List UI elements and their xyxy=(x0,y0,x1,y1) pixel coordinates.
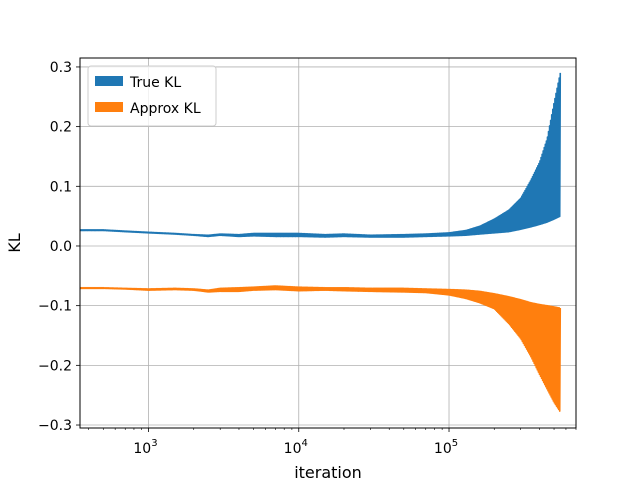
grid xyxy=(80,58,576,428)
legend-swatch xyxy=(95,102,123,112)
legend-swatch xyxy=(95,76,123,86)
series-layer xyxy=(79,72,562,412)
y-tick-label: 0.1 xyxy=(50,179,72,195)
legend: True KL Approx KL xyxy=(87,65,217,127)
series-line-true-kl xyxy=(79,72,562,238)
legend-label: Approx KL xyxy=(130,101,201,117)
y-tick-label: −0.2 xyxy=(38,358,72,374)
x-tick-label: 105 xyxy=(434,438,458,457)
y-tick-label: 0.3 xyxy=(50,60,72,76)
plot-frame xyxy=(79,57,577,429)
y-axis-label: KL xyxy=(5,233,24,252)
y-tick-label: −0.3 xyxy=(38,418,72,434)
y-tick-label: 0.2 xyxy=(50,120,72,136)
legend-label: True KL xyxy=(129,75,181,91)
x-tick-label: 103 xyxy=(133,438,157,457)
x-axis-label: iteration xyxy=(294,463,362,480)
y-tick-label: 0.0 xyxy=(50,239,72,255)
axis-ticks: 0.3 0.2 0.1 0.0 −0.1 −0.2 −0.3 103 104 105 xyxy=(38,60,577,457)
y-tick-label: −0.1 xyxy=(38,299,72,315)
series-line-approx-kl xyxy=(79,285,562,412)
x-tick-label: 104 xyxy=(284,438,308,457)
